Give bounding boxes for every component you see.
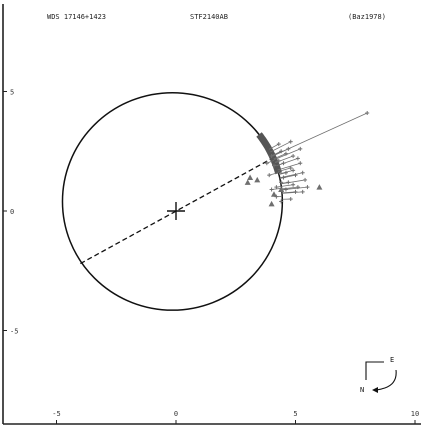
- wds-identifier: WDS 17146+1423: [47, 13, 107, 21]
- compass: NE: [360, 356, 397, 394]
- x-tick-label: 0: [174, 410, 178, 418]
- residual-line: [272, 112, 368, 157]
- residual-line: [273, 153, 287, 160]
- orbit-reference: (Baz1978): [348, 13, 386, 21]
- x-tick-label: 5: [293, 410, 297, 418]
- residual-line: [277, 162, 301, 171]
- x-tick-label: 10: [411, 410, 419, 418]
- triangle-measure-point: [270, 191, 277, 197]
- triangle-measure-point: [316, 184, 323, 190]
- residual-line: [281, 191, 296, 194]
- residual-line: [271, 150, 282, 156]
- discoverer-designation: STF2140AB: [190, 13, 228, 21]
- y-tick-label: -5: [10, 328, 18, 336]
- residual-line: [268, 143, 279, 150]
- orbit-ellipse: [61, 91, 284, 311]
- triangle-measure-point: [244, 179, 251, 185]
- triangle-measure-point: [268, 200, 275, 207]
- observations-layer: [244, 111, 370, 207]
- line-of-apsides: [80, 155, 277, 265]
- compass-north-label: N: [360, 386, 364, 394]
- residual-line: [278, 167, 291, 172]
- triangle-measure-point: [247, 174, 254, 181]
- orbit-layer: [61, 91, 284, 311]
- residual-line: [270, 141, 291, 153]
- y-tick-label: 5: [10, 89, 14, 97]
- residual-line: [275, 155, 294, 164]
- plot-axes: -5 0 5 10 5 0 -5: [2, 4, 421, 425]
- residual-line: [281, 186, 298, 190]
- triangle-measure-point: [278, 186, 285, 192]
- compass-rotation-arrow: [374, 369, 397, 391]
- predicted-positions-arc: [256, 132, 282, 175]
- x-tick-label: -5: [52, 410, 60, 418]
- triangle-measure-point: [254, 176, 261, 183]
- compass-arrowhead: [372, 387, 378, 393]
- residual-line: [282, 191, 303, 194]
- y-tick-label: 0: [10, 208, 14, 216]
- residual-line: [273, 148, 301, 161]
- residual-line: [279, 172, 303, 179]
- compass-east-label: E: [390, 356, 394, 364]
- residual-line: [281, 186, 308, 191]
- compass-axes: [365, 361, 384, 380]
